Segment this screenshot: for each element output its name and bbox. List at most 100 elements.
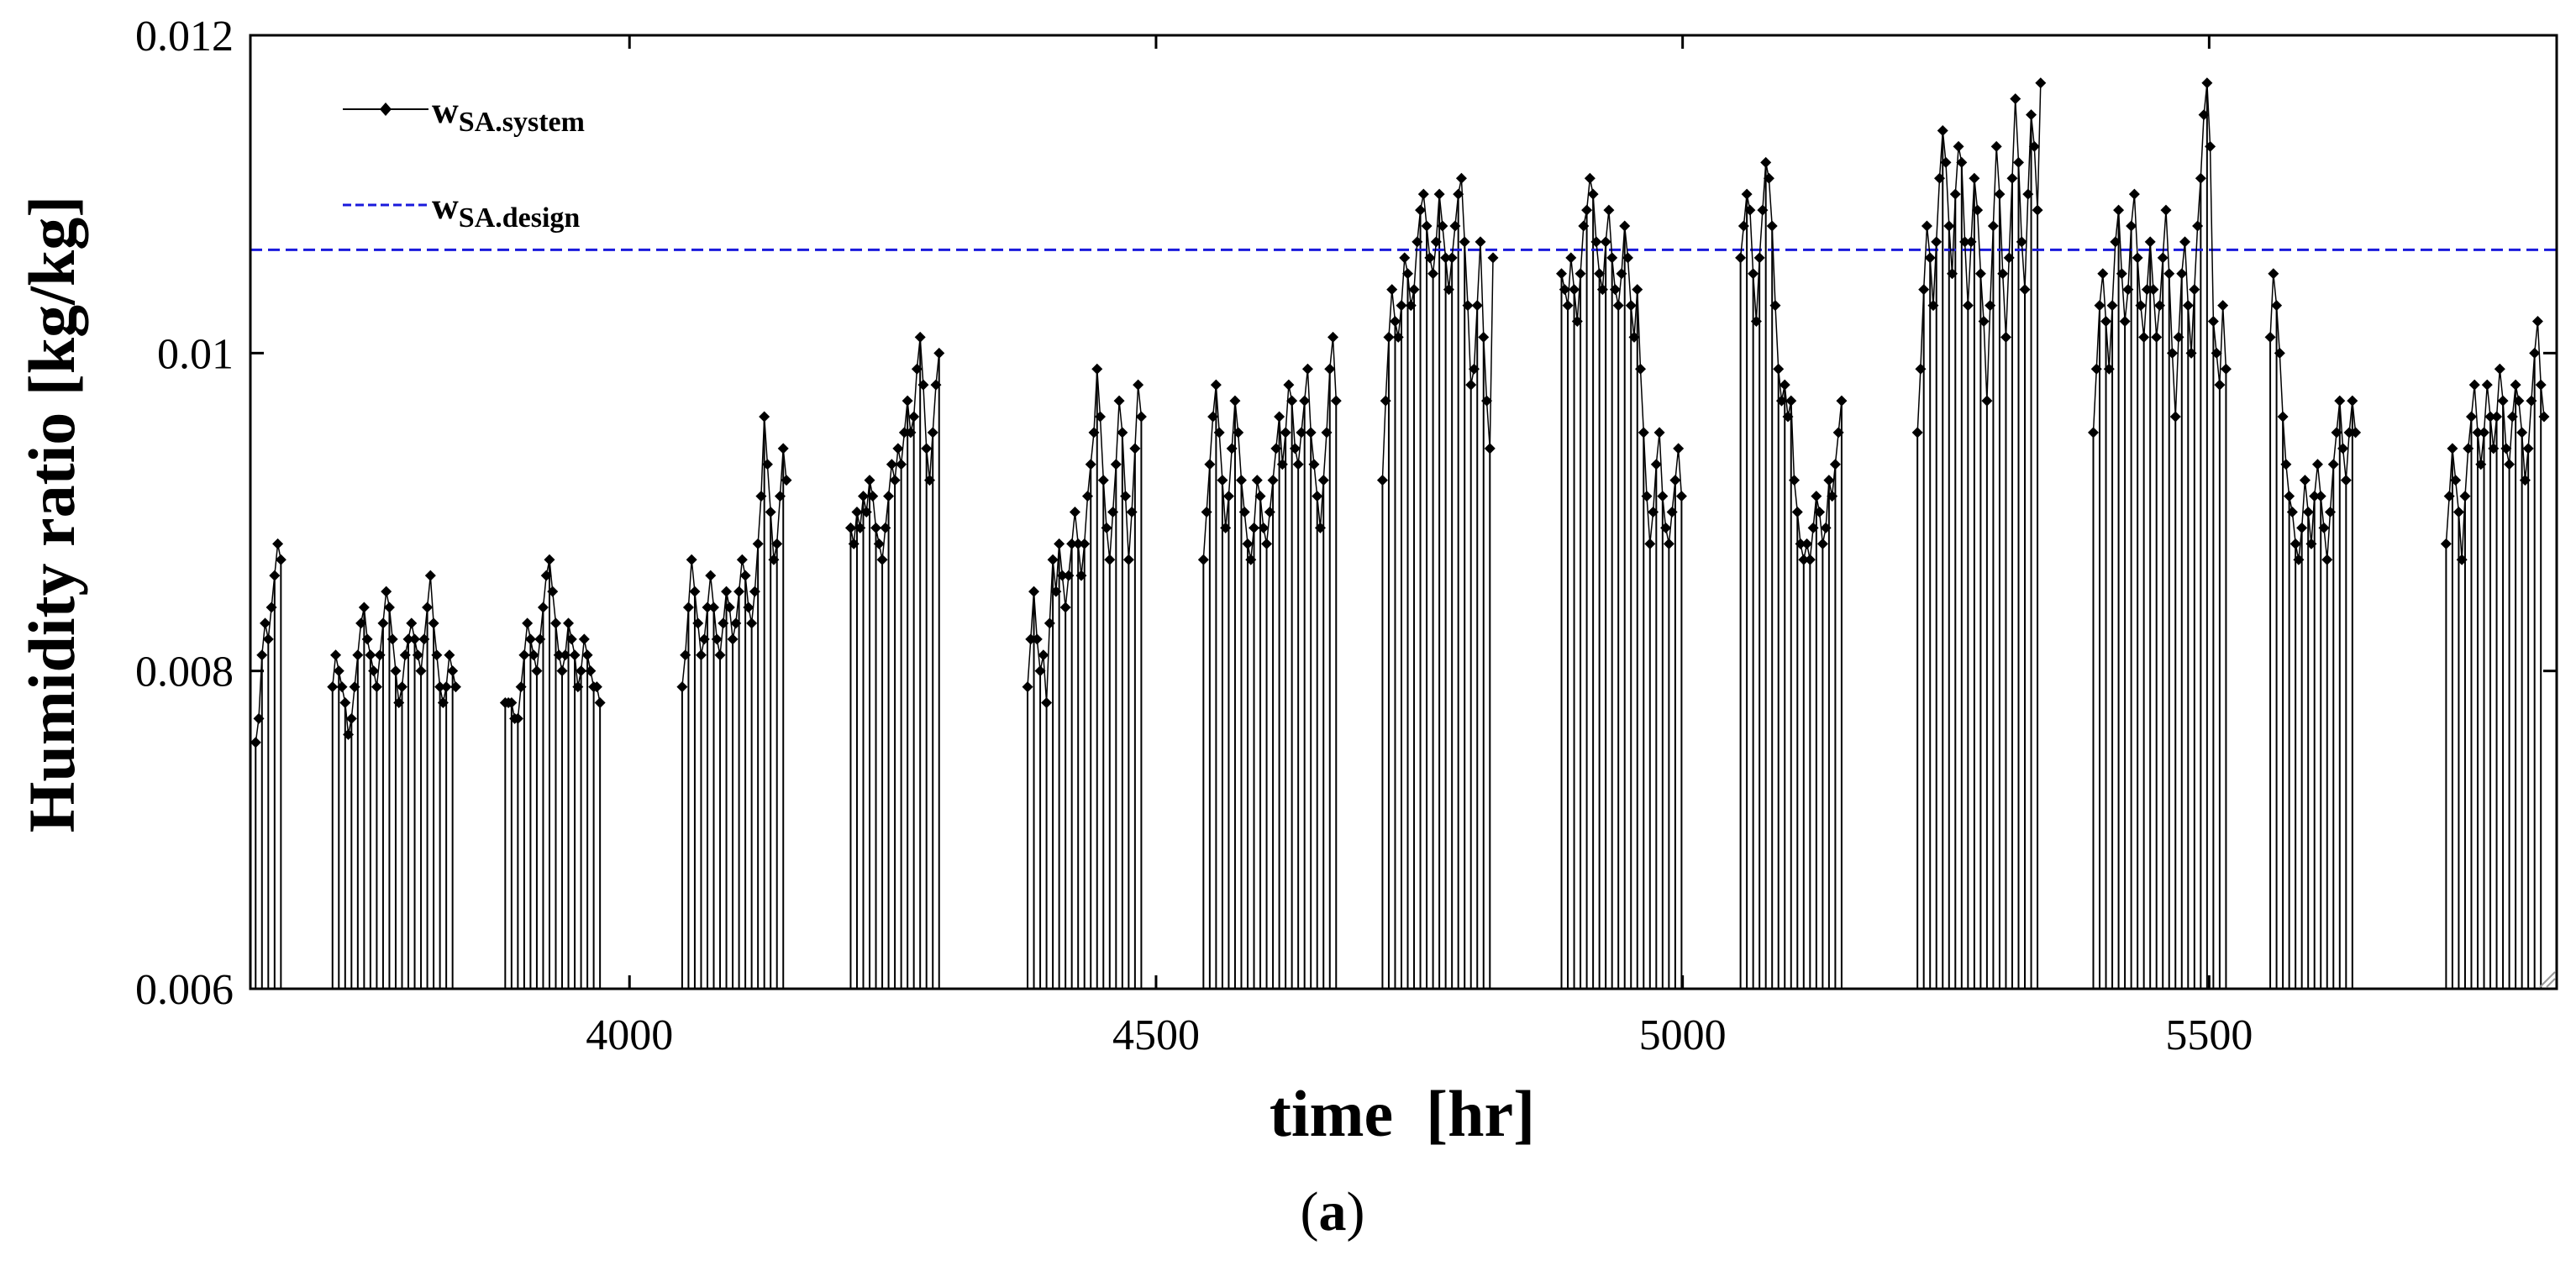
system-point bbox=[260, 617, 271, 629]
system-point bbox=[2003, 252, 2015, 264]
system-point bbox=[1584, 172, 1596, 184]
system-point bbox=[1041, 697, 1053, 708]
system-point bbox=[1258, 522, 1270, 533]
system-day-line bbox=[1916, 82, 2042, 433]
system-point bbox=[2271, 300, 2283, 312]
legend-system-marker bbox=[380, 102, 392, 116]
system-point bbox=[1453, 188, 1464, 200]
system-point bbox=[1753, 252, 1765, 264]
system-point bbox=[1031, 633, 1043, 645]
system-point bbox=[2296, 522, 2308, 533]
system-point bbox=[2284, 491, 2295, 502]
system-point bbox=[1405, 300, 1417, 312]
system-point bbox=[1056, 570, 1068, 581]
system-point bbox=[2019, 284, 2031, 296]
system-point bbox=[2214, 379, 2226, 391]
system-point bbox=[1801, 538, 1813, 549]
system-point bbox=[540, 570, 552, 581]
system-point bbox=[2519, 475, 2531, 486]
system-point bbox=[374, 649, 386, 661]
system-point bbox=[1386, 284, 1398, 296]
system-point bbox=[1471, 300, 1483, 312]
x-axis-title: time [hr] bbox=[1270, 1077, 1535, 1150]
system-point bbox=[702, 601, 713, 613]
system-point bbox=[1836, 395, 1848, 407]
y-tick-label: 0.01 bbox=[157, 330, 234, 378]
system-point bbox=[1059, 601, 1071, 613]
system-point bbox=[736, 554, 748, 565]
system-point bbox=[2337, 443, 2349, 454]
system-point bbox=[2479, 427, 2490, 439]
system-point bbox=[1766, 220, 1778, 232]
system-point bbox=[1050, 586, 1062, 597]
system-point bbox=[1133, 379, 1144, 391]
system-point bbox=[927, 427, 938, 439]
system-point bbox=[1962, 300, 1974, 312]
system-point bbox=[2274, 347, 2285, 359]
system-point bbox=[1478, 331, 1490, 343]
system-point bbox=[1587, 188, 1599, 200]
system-point bbox=[1063, 570, 1075, 581]
system-point bbox=[680, 649, 691, 661]
system-point bbox=[2207, 316, 2219, 327]
legend-system-label: wSA.system bbox=[432, 90, 585, 138]
system-point bbox=[2110, 236, 2121, 248]
system-point bbox=[1402, 268, 1414, 280]
system-day-line bbox=[1381, 178, 1494, 481]
system-point bbox=[1126, 507, 1138, 517]
system-point bbox=[2526, 395, 2537, 407]
system-point bbox=[880, 522, 891, 533]
system-point bbox=[2468, 379, 2480, 391]
system-point bbox=[752, 538, 764, 549]
system-point bbox=[352, 649, 364, 661]
system-point bbox=[1443, 284, 1454, 296]
system-point bbox=[2026, 109, 2037, 121]
system-point bbox=[1101, 522, 1112, 533]
system-point bbox=[1798, 554, 1810, 565]
system-point bbox=[1832, 427, 1844, 439]
system-point bbox=[1625, 300, 1637, 312]
system-point bbox=[774, 491, 786, 502]
system-point bbox=[1785, 395, 1797, 407]
system-point bbox=[723, 601, 735, 613]
system-point bbox=[1612, 300, 1624, 312]
system-point bbox=[1565, 252, 1577, 264]
system-point bbox=[2144, 236, 2156, 248]
system-point bbox=[1575, 268, 1586, 280]
legend-design-label: wSA.design bbox=[432, 186, 580, 234]
system-point bbox=[749, 586, 760, 597]
system-point bbox=[864, 475, 875, 486]
system-point bbox=[1559, 284, 1570, 296]
system-point bbox=[2138, 331, 2150, 343]
system-point bbox=[1569, 284, 1580, 296]
system-point bbox=[1947, 268, 1958, 280]
system-point bbox=[2179, 236, 2191, 248]
system-point bbox=[2494, 363, 2505, 375]
system-point bbox=[1974, 268, 1986, 280]
system-point bbox=[1769, 300, 1781, 312]
system-point bbox=[1321, 427, 1333, 439]
system-point bbox=[733, 586, 745, 597]
system-point bbox=[1459, 236, 1470, 248]
system-point bbox=[1213, 427, 1225, 439]
system-point bbox=[1286, 395, 1298, 407]
system-point bbox=[2097, 268, 2109, 280]
system-point bbox=[1044, 617, 1055, 629]
system-point bbox=[1129, 443, 1141, 454]
system-point bbox=[1663, 538, 1674, 549]
system-point bbox=[2198, 109, 2210, 121]
system-point bbox=[2450, 475, 2462, 486]
system-point bbox=[759, 411, 770, 423]
system-point bbox=[682, 601, 694, 613]
system-point bbox=[262, 633, 274, 645]
system-point bbox=[2305, 538, 2317, 549]
y-axis-title: Humidity ratio [kg/kg] bbox=[15, 196, 88, 833]
system-point bbox=[2488, 443, 2500, 454]
system-point bbox=[396, 681, 407, 693]
system-point bbox=[1969, 172, 1980, 184]
system-point bbox=[1750, 316, 1762, 327]
system-point bbox=[1978, 316, 1990, 327]
system-point bbox=[2141, 284, 2153, 296]
system-point bbox=[345, 712, 357, 724]
system-point bbox=[902, 395, 913, 407]
